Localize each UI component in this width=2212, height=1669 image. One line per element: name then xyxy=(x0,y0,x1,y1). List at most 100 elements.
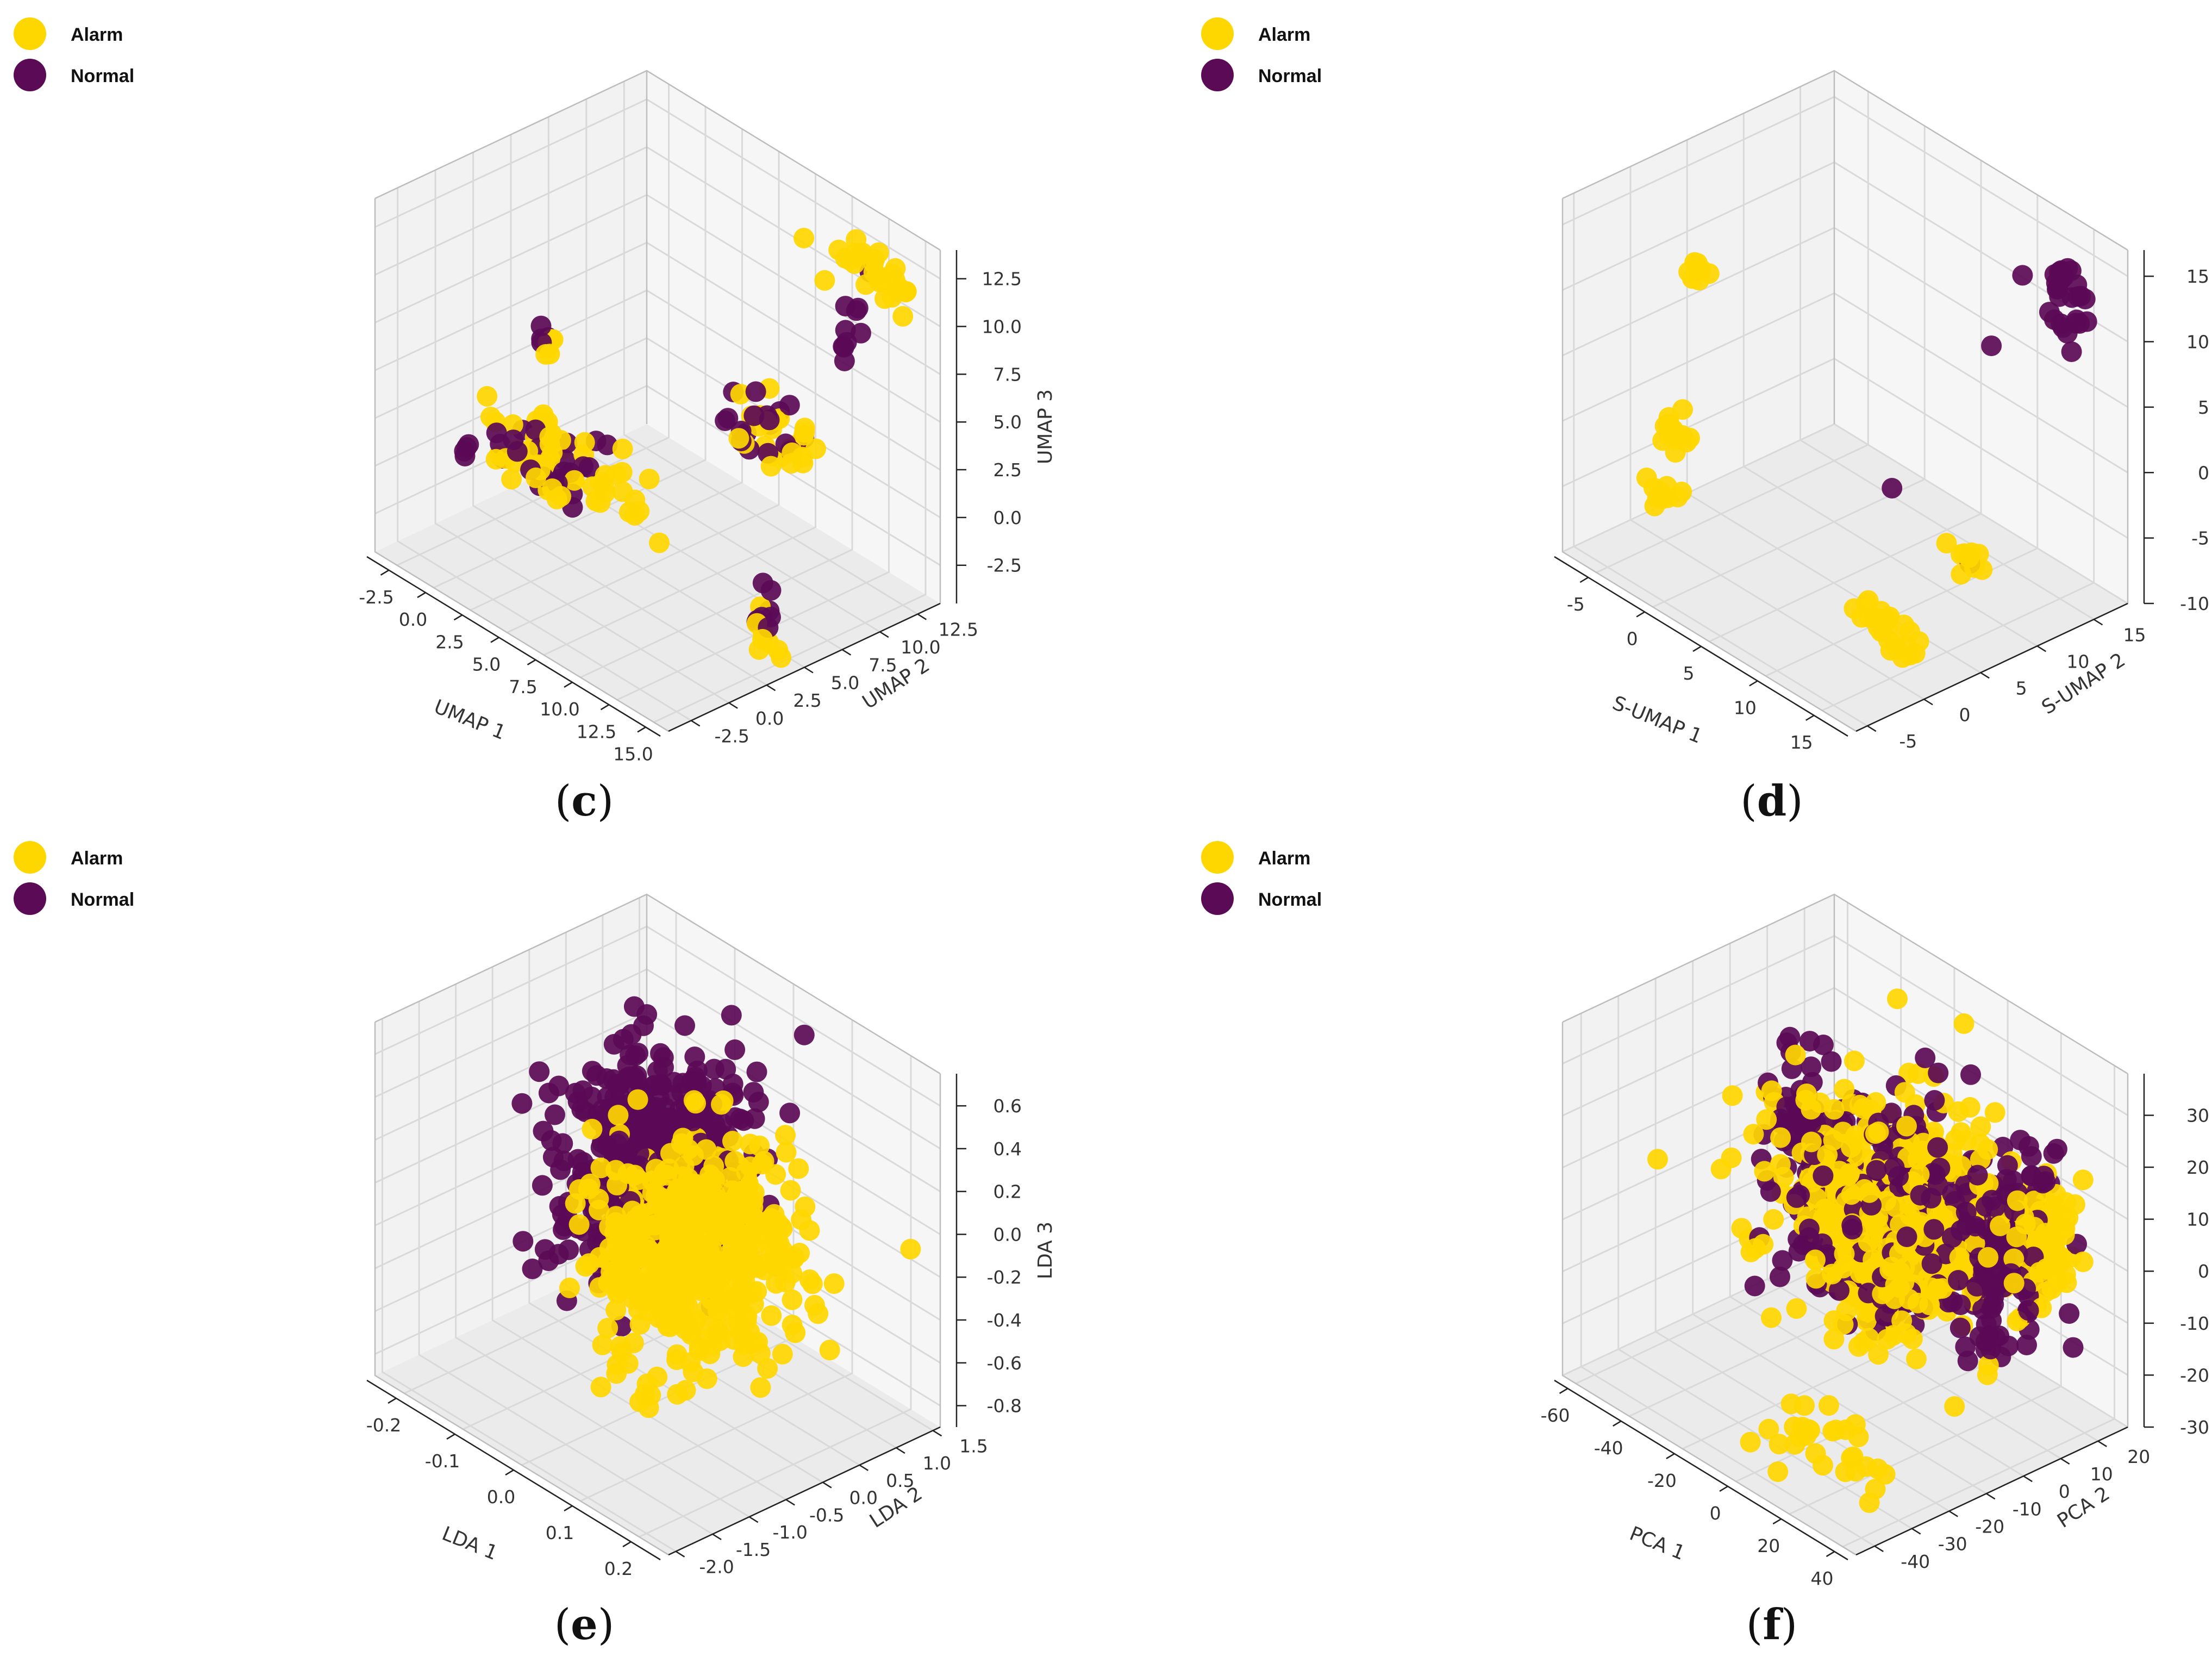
point-normal xyxy=(2012,265,2033,286)
point-alarm xyxy=(1896,1116,1917,1137)
point-alarm xyxy=(1817,1144,1838,1166)
point-alarm xyxy=(480,407,501,428)
point-alarm xyxy=(1826,1419,1846,1441)
point-alarm xyxy=(1773,1167,1794,1188)
point-alarm xyxy=(647,1366,668,1387)
point-alarm xyxy=(539,344,560,365)
x-tick-mark xyxy=(1559,1387,1569,1394)
z-axis-label: LDA 3 xyxy=(1034,1222,1057,1279)
x-tick-label: 0.0 xyxy=(487,1486,515,1508)
point-alarm xyxy=(502,414,523,435)
legend-normal-label: Normal xyxy=(1258,889,1322,910)
point-normal xyxy=(703,1058,724,1080)
point-alarm xyxy=(674,1273,696,1294)
x-tick-mark xyxy=(388,1397,397,1404)
y-tick-label: 12.5 xyxy=(939,619,978,640)
point-alarm xyxy=(698,1172,719,1193)
point-normal xyxy=(507,441,528,462)
y-tick-mark xyxy=(691,720,701,727)
point-normal xyxy=(1927,1137,1948,1158)
point-alarm xyxy=(1964,557,1985,578)
legend-normal-label: Normal xyxy=(71,66,134,86)
point-normal xyxy=(1798,1218,1820,1240)
point-alarm xyxy=(659,1316,680,1337)
point-alarm xyxy=(772,1343,793,1365)
point-alarm xyxy=(1944,1396,1965,1417)
point-alarm xyxy=(1921,1277,1942,1298)
point-alarm xyxy=(2003,1273,2024,1294)
point-normal xyxy=(1744,1275,1765,1297)
legend: Alarm Normal xyxy=(14,841,134,915)
point-alarm xyxy=(611,1277,633,1298)
x-tick-mark xyxy=(505,1469,514,1476)
x-axis-label: LDA 1 xyxy=(439,1522,501,1565)
point-alarm xyxy=(1833,1314,1854,1335)
y-tick-mark xyxy=(1911,1528,1921,1535)
y-tick-mark xyxy=(896,1447,905,1454)
point-alarm xyxy=(1792,1417,1813,1438)
y-tick-mark xyxy=(917,613,927,620)
point-alarm xyxy=(618,502,640,522)
point-alarm xyxy=(2041,1278,2063,1299)
point-alarm xyxy=(539,426,560,447)
point-alarm xyxy=(1899,1205,1921,1226)
point-alarm xyxy=(1823,1329,1845,1350)
y-tick-label: -2.0 xyxy=(699,1556,734,1578)
point-alarm xyxy=(605,1299,627,1321)
z-tick-label: 30 xyxy=(2186,1105,2209,1126)
point-alarm xyxy=(710,1302,732,1323)
x-tick-mark xyxy=(490,637,499,643)
point-normal xyxy=(2049,286,2070,307)
point-alarm xyxy=(630,1223,651,1244)
x-axis-label: S-UMAP 1 xyxy=(1609,692,1705,748)
legend-alarm-marker xyxy=(14,841,46,874)
y-tick-label: -5 xyxy=(1899,731,1917,752)
panel-caption: (c) xyxy=(555,776,614,826)
legend-alarm-marker xyxy=(1201,17,1234,50)
z-tick-label: -0.6 xyxy=(987,1353,1022,1374)
point-normal xyxy=(454,440,475,462)
point-alarm xyxy=(703,1200,724,1222)
point-alarm xyxy=(724,1151,746,1172)
x-tick-label: 20 xyxy=(1757,1535,1780,1556)
point-alarm xyxy=(682,1216,703,1237)
y-tick-label: 0 xyxy=(1959,704,1971,725)
legend-normal-label: Normal xyxy=(71,889,134,910)
point-alarm xyxy=(564,470,585,491)
y-tick-mark xyxy=(859,1464,869,1471)
point-alarm xyxy=(2043,1230,2064,1251)
point-alarm xyxy=(782,1315,803,1336)
point-normal xyxy=(573,1151,593,1173)
point-normal xyxy=(1866,1160,1887,1181)
point-alarm xyxy=(722,1131,743,1151)
x-tick-label: -2.5 xyxy=(359,587,393,608)
y-tick-mark xyxy=(879,631,889,638)
y-tick-mark xyxy=(712,1533,722,1540)
point-alarm xyxy=(760,456,782,477)
point-alarm xyxy=(649,532,670,553)
point-alarm xyxy=(740,1134,761,1155)
y-tick-label: -1.5 xyxy=(736,1539,771,1560)
point-normal xyxy=(779,1103,801,1124)
point-alarm xyxy=(1761,1080,1782,1101)
point-alarm xyxy=(1745,1238,1766,1259)
point-alarm xyxy=(819,1340,840,1361)
point-alarm xyxy=(568,1214,590,1235)
z-tick-label: 0 xyxy=(2198,1261,2209,1282)
point-alarm xyxy=(895,282,916,303)
point-normal xyxy=(532,1175,553,1196)
x-tick-mark xyxy=(564,1505,573,1512)
y-tick-label: -10 xyxy=(2013,1498,2042,1519)
point-alarm xyxy=(1858,1328,1879,1349)
x-tick-label: 10 xyxy=(1734,697,1757,718)
point-normal xyxy=(1801,1113,1822,1134)
point-alarm xyxy=(745,1215,766,1236)
point-normal xyxy=(1813,1165,1834,1186)
point-normal xyxy=(550,1159,571,1180)
point-alarm xyxy=(1856,1310,1877,1331)
point-alarm xyxy=(608,1105,629,1126)
point-alarm xyxy=(788,1158,809,1179)
point-alarm xyxy=(1884,1288,1905,1310)
point-normal xyxy=(1985,1196,2006,1217)
point-alarm xyxy=(673,1155,695,1176)
